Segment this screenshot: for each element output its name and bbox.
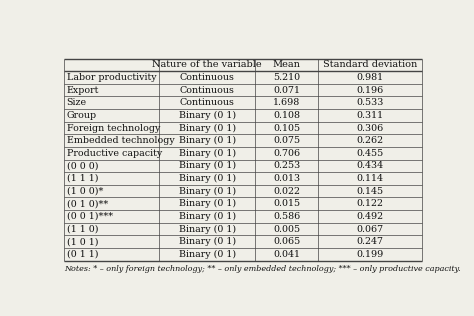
Text: 0.108: 0.108	[273, 111, 301, 120]
Text: Binary (0 1): Binary (0 1)	[179, 124, 236, 133]
Text: Binary (0 1): Binary (0 1)	[179, 161, 236, 170]
Text: 0.013: 0.013	[273, 174, 301, 183]
Text: 0.262: 0.262	[356, 136, 384, 145]
Text: 0.434: 0.434	[356, 161, 384, 170]
Text: Binary (0 1): Binary (0 1)	[179, 199, 236, 208]
Text: Binary (0 1): Binary (0 1)	[179, 136, 236, 145]
Text: Notes: * – only foreign technology; ** – only embedded technology; *** – only pr: Notes: * – only foreign technology; ** –…	[64, 265, 460, 273]
Text: 0.065: 0.065	[273, 237, 301, 246]
Text: Embedded technology: Embedded technology	[66, 136, 174, 145]
Text: (0 0 1)***: (0 0 1)***	[66, 212, 113, 221]
Text: 0.492: 0.492	[356, 212, 384, 221]
Text: (1 1 0): (1 1 0)	[66, 224, 98, 234]
Text: Standard deviation: Standard deviation	[323, 60, 417, 70]
Text: Continuous: Continuous	[180, 73, 235, 82]
Text: (0 1 0)**: (0 1 0)**	[66, 199, 108, 208]
Text: (1 0 1): (1 0 1)	[66, 237, 98, 246]
Text: 0.253: 0.253	[273, 161, 301, 170]
Text: Binary (0 1): Binary (0 1)	[179, 237, 236, 246]
Text: 1.698: 1.698	[273, 98, 301, 107]
Text: Binary (0 1): Binary (0 1)	[179, 174, 236, 183]
Text: Foreign technology: Foreign technology	[66, 124, 160, 132]
Text: Binary (0 1): Binary (0 1)	[179, 224, 236, 234]
Text: 0.145: 0.145	[356, 187, 384, 196]
Text: 0.199: 0.199	[356, 250, 384, 259]
Text: Nature of the variable: Nature of the variable	[152, 60, 262, 70]
Text: 0.122: 0.122	[357, 199, 384, 208]
Text: 0.075: 0.075	[273, 136, 301, 145]
Text: 0.455: 0.455	[356, 149, 384, 158]
Text: Mean: Mean	[273, 60, 301, 70]
Text: 0.981: 0.981	[356, 73, 384, 82]
Text: 0.306: 0.306	[356, 124, 384, 132]
Text: Export: Export	[66, 86, 99, 95]
Text: Binary (0 1): Binary (0 1)	[179, 250, 236, 259]
Text: Labor productivity: Labor productivity	[66, 73, 156, 82]
Text: 0.105: 0.105	[273, 124, 301, 132]
Text: 0.114: 0.114	[357, 174, 384, 183]
Text: Productive capacity: Productive capacity	[66, 149, 162, 158]
Text: 0.041: 0.041	[273, 250, 301, 259]
Text: Group: Group	[66, 111, 97, 120]
Text: 0.586: 0.586	[273, 212, 301, 221]
Text: Binary (0 1): Binary (0 1)	[179, 186, 236, 196]
Text: 0.071: 0.071	[273, 86, 301, 95]
Text: (0 0 0): (0 0 0)	[66, 161, 98, 170]
Text: 0.015: 0.015	[273, 199, 301, 208]
Text: 0.311: 0.311	[356, 111, 384, 120]
Text: (0 1 1): (0 1 1)	[66, 250, 98, 259]
Text: Continuous: Continuous	[180, 86, 235, 95]
Text: Size: Size	[66, 98, 87, 107]
Text: 0.196: 0.196	[356, 86, 384, 95]
Text: Binary (0 1): Binary (0 1)	[179, 111, 236, 120]
Text: Binary (0 1): Binary (0 1)	[179, 212, 236, 221]
Text: 0.022: 0.022	[273, 187, 301, 196]
Text: 0.533: 0.533	[356, 98, 384, 107]
Text: (1 1 1): (1 1 1)	[66, 174, 98, 183]
Text: Binary (0 1): Binary (0 1)	[179, 149, 236, 158]
Text: Continuous: Continuous	[180, 98, 235, 107]
Text: 0.005: 0.005	[273, 224, 301, 234]
Text: 0.247: 0.247	[357, 237, 384, 246]
Text: 0.067: 0.067	[356, 224, 384, 234]
Text: 0.706: 0.706	[273, 149, 301, 158]
Text: (1 0 0)*: (1 0 0)*	[66, 187, 103, 196]
Text: 5.210: 5.210	[273, 73, 301, 82]
